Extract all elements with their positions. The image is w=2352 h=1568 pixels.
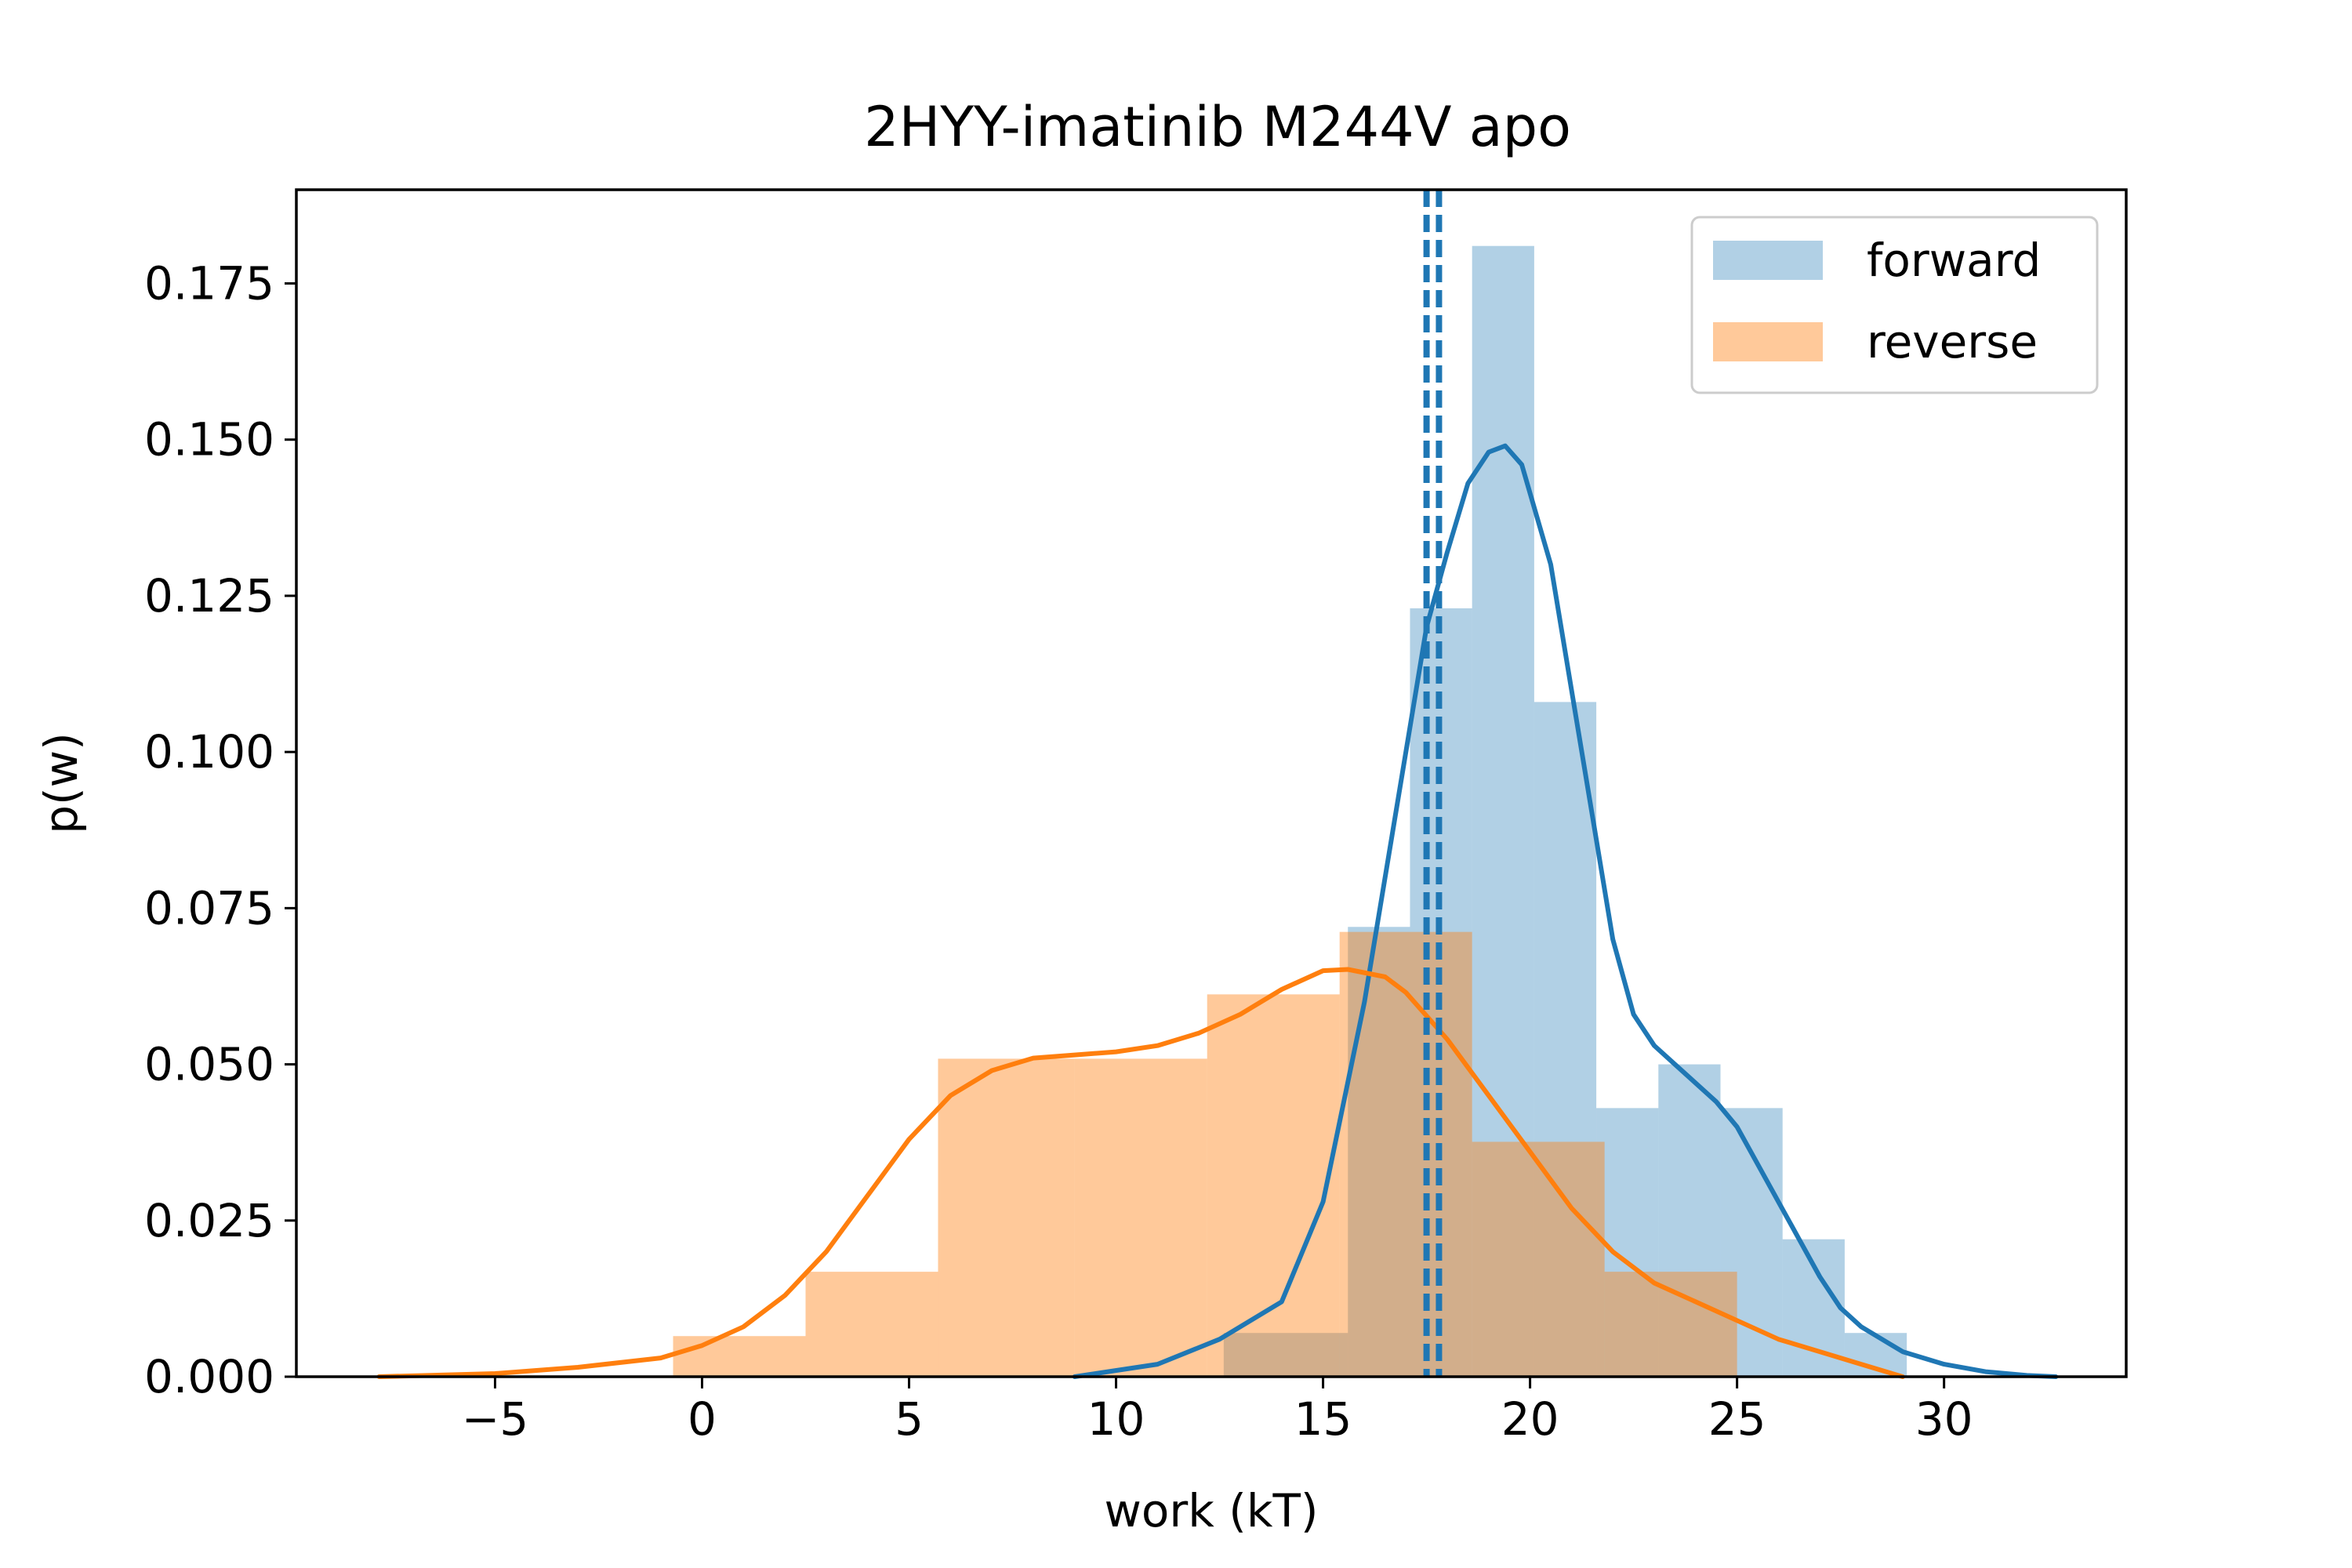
reverse-histogram-bar [1604, 1272, 1737, 1377]
x-tick-label: 25 [1708, 1392, 1766, 1446]
y-tick-label: 0.100 [144, 725, 274, 779]
y-tick-label: 0.075 [144, 881, 274, 935]
y-tick-label: 0.000 [144, 1350, 274, 1403]
y-tick-label: 0.150 [144, 413, 274, 466]
legend-label-forward: forward [1867, 234, 2041, 287]
axes-frame [295, 188, 2128, 1378]
x-axis-label: work (kT) [1104, 1484, 1318, 1537]
forward-histogram-bar [1348, 927, 1410, 1377]
reverse-histogram-bar [805, 1272, 938, 1377]
reverse-kde-line [376, 967, 1905, 1379]
x-axis: −5 0 5 10 15 20 25 30 [462, 1377, 1973, 1446]
forward-histogram-bar [1534, 702, 1597, 1377]
chart-title: 2HYY-imatinib M244V apo [864, 95, 1571, 159]
y-tick-label: 0.050 [144, 1038, 274, 1091]
forward-histogram-bar [1472, 245, 1534, 1377]
reverse-histogram-bar [673, 1336, 806, 1377]
reverse-histogram-bar [1472, 1142, 1605, 1377]
reverse-histogram-bar [938, 1058, 1075, 1377]
legend-swatch-forward [1713, 241, 1823, 280]
x-tick-label: 10 [1087, 1392, 1145, 1446]
legend-label-reverse: reverse [1867, 315, 2038, 368]
reverse-histogram-bar [1074, 1058, 1207, 1377]
y-tick-label: 0.125 [144, 569, 274, 622]
y-axis-label: p(w) [34, 732, 88, 834]
y-tick-label: 0.175 [144, 257, 274, 310]
legend: forward reverse [1690, 216, 2099, 394]
x-tick-label: 5 [895, 1392, 924, 1446]
legend-swatch-reverse [1713, 322, 1823, 361]
forward-histogram-bar [1658, 1064, 1721, 1377]
x-tick-label: −5 [462, 1392, 529, 1446]
x-tick-label: 30 [1915, 1392, 1973, 1446]
kde-lines [376, 443, 2059, 1379]
plot-area [673, 245, 1907, 1377]
forward-kde-line [1072, 443, 2059, 1379]
x-tick-label: 0 [688, 1392, 717, 1446]
y-axis: 0.000 0.025 0.050 0.075 0.100 0.125 0.150 0.175 [144, 257, 296, 1403]
reverse-histogram-bar [1339, 931, 1472, 1377]
forward-histogram-bar [1223, 1333, 1348, 1377]
y-tick-label: 0.025 [144, 1194, 274, 1247]
x-tick-label: 20 [1501, 1392, 1559, 1446]
reverse-histogram-bar [1207, 994, 1340, 1377]
x-tick-label: 15 [1294, 1392, 1352, 1446]
legend-frame [1690, 216, 2099, 394]
reference-lines [1423, 190, 1443, 1377]
